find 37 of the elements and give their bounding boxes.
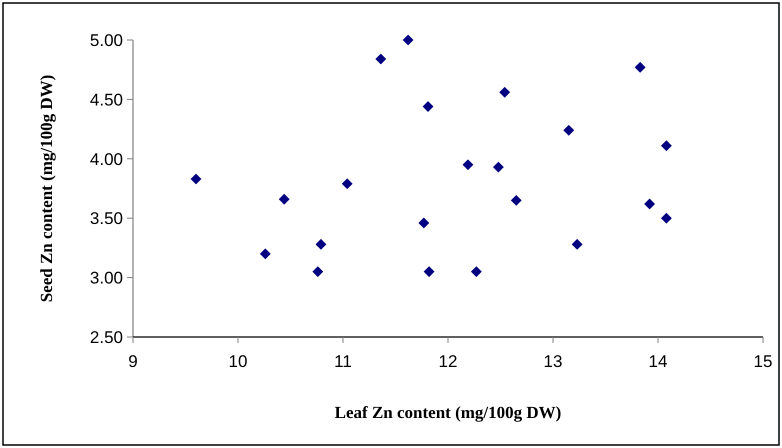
point: [510, 194, 522, 206]
point: [660, 212, 672, 224]
point: [492, 162, 504, 173]
point: [462, 159, 474, 170]
x-tick-label: 15: [754, 352, 772, 371]
x-tick-label: 11: [334, 352, 352, 371]
point: [375, 54, 386, 64]
point: [424, 266, 435, 278]
point: [470, 266, 482, 278]
point: [660, 140, 672, 152]
point: [312, 266, 324, 278]
x-tick-label: 9: [128, 352, 138, 371]
point: [563, 124, 574, 136]
x-tick-label: 13: [544, 352, 562, 371]
point: [644, 198, 656, 210]
point: [342, 178, 353, 190]
y-tick-label: 3.50: [90, 209, 123, 228]
point: [422, 101, 434, 112]
point: [634, 62, 646, 73]
y-tick-label: 3.00: [90, 268, 123, 288]
point: [260, 248, 271, 260]
point: [572, 238, 583, 250]
point: [316, 238, 326, 250]
x-tick-label: 12: [438, 352, 458, 371]
x-axis-title: Leaf Zn content (mg/100g DW): [334, 403, 562, 422]
y-tick-label: 5.00: [90, 30, 123, 50]
x-tick-label: 10: [228, 352, 248, 371]
y-tick-label: 2.50: [90, 328, 123, 347]
point: [278, 194, 290, 205]
y-tick-label: 4.00: [90, 150, 123, 169]
point: [418, 218, 430, 228]
point: [190, 174, 202, 184]
y-axis-title: Seed Zn content (mg/100g DW): [37, 74, 56, 302]
point: [402, 34, 414, 46]
x-tick-label: 14: [648, 352, 668, 371]
point: [499, 86, 510, 98]
y-tick-label: 4.50: [90, 90, 123, 110]
